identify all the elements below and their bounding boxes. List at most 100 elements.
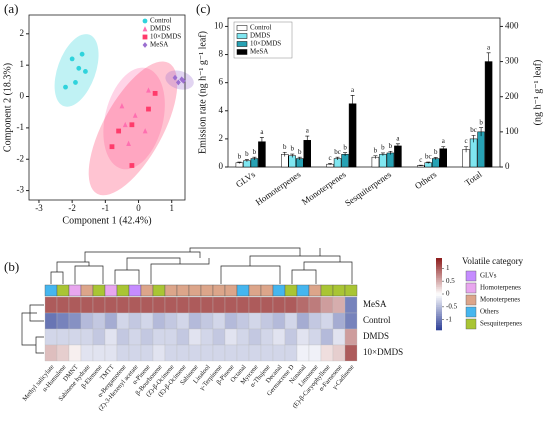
bar <box>469 138 478 168</box>
plot-frame <box>227 17 501 168</box>
category-cell <box>140 284 154 297</box>
panel-label: (a) <box>4 1 18 16</box>
heatmap-cell <box>116 328 130 346</box>
heatmap-cell <box>140 312 154 330</box>
heatmap-cell <box>284 344 298 362</box>
heatmap-cell <box>188 296 202 314</box>
significance-label: b <box>381 144 385 152</box>
error-bar <box>297 156 302 160</box>
colorbar-step <box>436 286 442 289</box>
error-bar <box>426 161 431 164</box>
legend-marker <box>142 26 148 32</box>
confidence-ellipse <box>103 67 165 170</box>
error-bar <box>335 156 340 160</box>
heatmap-cell <box>92 296 106 314</box>
colorbar-step <box>436 285 442 288</box>
colorbar-step <box>436 294 442 297</box>
point <box>146 87 151 93</box>
category-cell <box>248 284 262 297</box>
heatmap-cell <box>68 344 82 362</box>
x-tick-label: 1 <box>169 203 174 213</box>
heatmap-cell <box>296 344 310 362</box>
heatmap-cell <box>92 344 106 362</box>
y-tick-label: -1 <box>17 122 25 132</box>
heatmap-cell <box>344 296 358 314</box>
y2-tick-label: 200 <box>505 91 519 101</box>
error-bar <box>380 152 385 156</box>
heatmap-cell <box>56 312 70 330</box>
category-cell <box>44 284 58 297</box>
bar <box>371 156 380 168</box>
error-bar <box>259 137 264 146</box>
heatmap-cell <box>164 328 178 346</box>
y-tick-label: 8 <box>219 49 224 59</box>
heatmap-cell <box>104 344 118 362</box>
legend-label: Sesquiterpenes <box>480 320 522 328</box>
colorbar-step <box>436 290 442 293</box>
colorbar-step <box>436 313 442 316</box>
colorbar-step <box>436 319 442 322</box>
legend-label: 10×DMDS <box>250 40 281 48</box>
heatmap-cell <box>320 344 334 362</box>
colorbar-tick-label: -1 <box>446 315 452 323</box>
significance-label: a <box>487 43 491 51</box>
point <box>129 163 135 168</box>
x-tick-label: Homoterpenes <box>254 169 303 208</box>
y-tick-label: 1 <box>20 59 25 69</box>
point <box>179 76 185 83</box>
error-bar <box>305 135 310 145</box>
heatmap-cell <box>248 328 262 346</box>
colorbar-step <box>436 315 442 318</box>
colorbar-step <box>436 324 442 327</box>
point <box>175 79 181 86</box>
significance-label: a <box>351 86 355 94</box>
heatmap-cell <box>56 328 70 346</box>
legend-marker <box>142 34 148 40</box>
heatmap-cell <box>332 296 346 314</box>
heatmap-cell <box>44 312 58 330</box>
legend-swatch <box>236 49 248 55</box>
heatmap-cell <box>248 312 262 330</box>
significance-label: a <box>396 134 400 142</box>
significance-label: b <box>374 146 378 154</box>
legend-title: Volatile category <box>462 256 524 266</box>
confidence-ellipse <box>54 34 99 107</box>
heatmap-cell <box>248 296 262 314</box>
significance-label: b <box>283 143 287 151</box>
heatmap-cell <box>308 296 322 314</box>
y-tick-label: 4 <box>219 105 224 115</box>
x-tick-label: Others <box>413 169 439 191</box>
point <box>122 121 128 128</box>
heatmap-cell <box>200 328 214 346</box>
heatmap-cell <box>212 344 226 362</box>
category-cell <box>284 284 298 297</box>
colorbar-tick-label: 0.5 <box>446 277 455 285</box>
error-bar <box>328 163 333 165</box>
category-cell <box>308 284 322 297</box>
heatmap-cell <box>296 296 310 314</box>
dendrograms <box>21 247 353 354</box>
legend-label: GLVs <box>480 272 497 280</box>
point <box>132 112 138 118</box>
significance-label: b <box>298 148 302 156</box>
heatmap-cell <box>284 328 298 346</box>
heatmap-cell <box>152 312 166 330</box>
colorbar-step <box>436 277 442 280</box>
significance-label: c <box>419 156 422 164</box>
heatmap-cell <box>140 328 154 346</box>
x-tick-label: -3 <box>35 203 43 213</box>
error-bar <box>252 156 257 160</box>
point <box>172 74 178 81</box>
point <box>63 84 68 90</box>
heatmap-cell <box>236 328 250 346</box>
legend-label: Monoterpenes <box>480 296 520 304</box>
heatmap-cell <box>344 344 358 362</box>
category-cell <box>68 284 82 297</box>
category-cell <box>80 284 94 297</box>
x-tick-label: Monoterpenes <box>300 169 348 207</box>
error-bar <box>282 151 287 157</box>
error-bar <box>441 146 446 151</box>
heatmap-cell <box>212 328 226 346</box>
heatmap-cell <box>44 296 58 314</box>
legend-label: 10×DMDS <box>150 33 181 41</box>
